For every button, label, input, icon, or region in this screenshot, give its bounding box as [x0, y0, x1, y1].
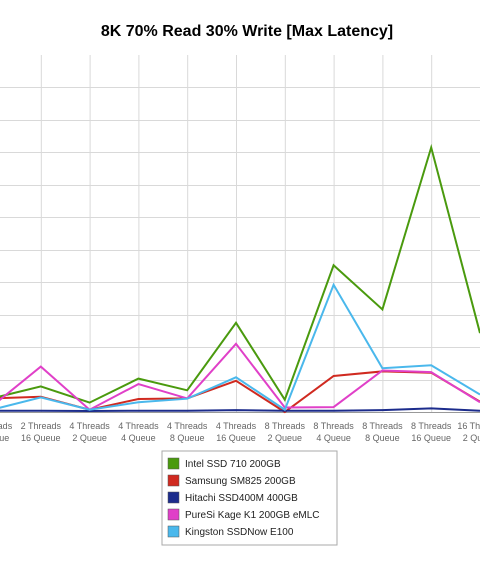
- series-line-3: [0, 342, 480, 411]
- x-tick-label: 4 Threads 16 Queue: [216, 421, 257, 443]
- legend-swatch: [167, 491, 180, 504]
- series-line-2: [0, 407, 480, 413]
- legend-label: PureSi Kage K1 200GB eMLC: [185, 510, 320, 521]
- legend-swatch: [167, 525, 180, 538]
- chart-title: 8K 70% Read 30% Write [Max Latency]: [101, 23, 393, 40]
- x-tick-label: 2 Threads 16 Queue: [21, 421, 62, 443]
- series-line-0: [0, 143, 480, 404]
- legend-label: Kingston SSDNow E100: [185, 527, 294, 538]
- legend-swatch: [167, 457, 180, 470]
- x-tick-label: 8 Threads 2 Queue: [265, 421, 306, 443]
- legend-swatch: [167, 474, 180, 487]
- legend-label: Hitachi SSD400M 400GB: [185, 493, 298, 504]
- legend: Intel SSD 710 200GB Samsung SM825 200GB Hi…: [161, 450, 338, 546]
- x-tick-label: 4 Threads 4 Queue: [118, 421, 159, 443]
- legend-swatch: [167, 508, 180, 521]
- x-tick-label: 4 Threads 2 Queue: [69, 421, 110, 443]
- x-tick-label: 4 Threads 8 Queue: [167, 421, 208, 443]
- series-line-4: [0, 282, 480, 412]
- grid: [0, 55, 480, 413]
- x-tick-label: 8 Threads 4 Queue: [313, 421, 354, 443]
- legend-box: [161, 450, 338, 546]
- legend-label: Intel SSD 710 200GB: [185, 459, 281, 470]
- x-tick-label: 8 Threads 16 Queue: [411, 421, 452, 443]
- x-tick-label: 8 Threads 8 Queue: [362, 421, 403, 443]
- legend-label: Samsung SM825 200GB: [185, 476, 296, 487]
- series-lines: [0, 143, 480, 414]
